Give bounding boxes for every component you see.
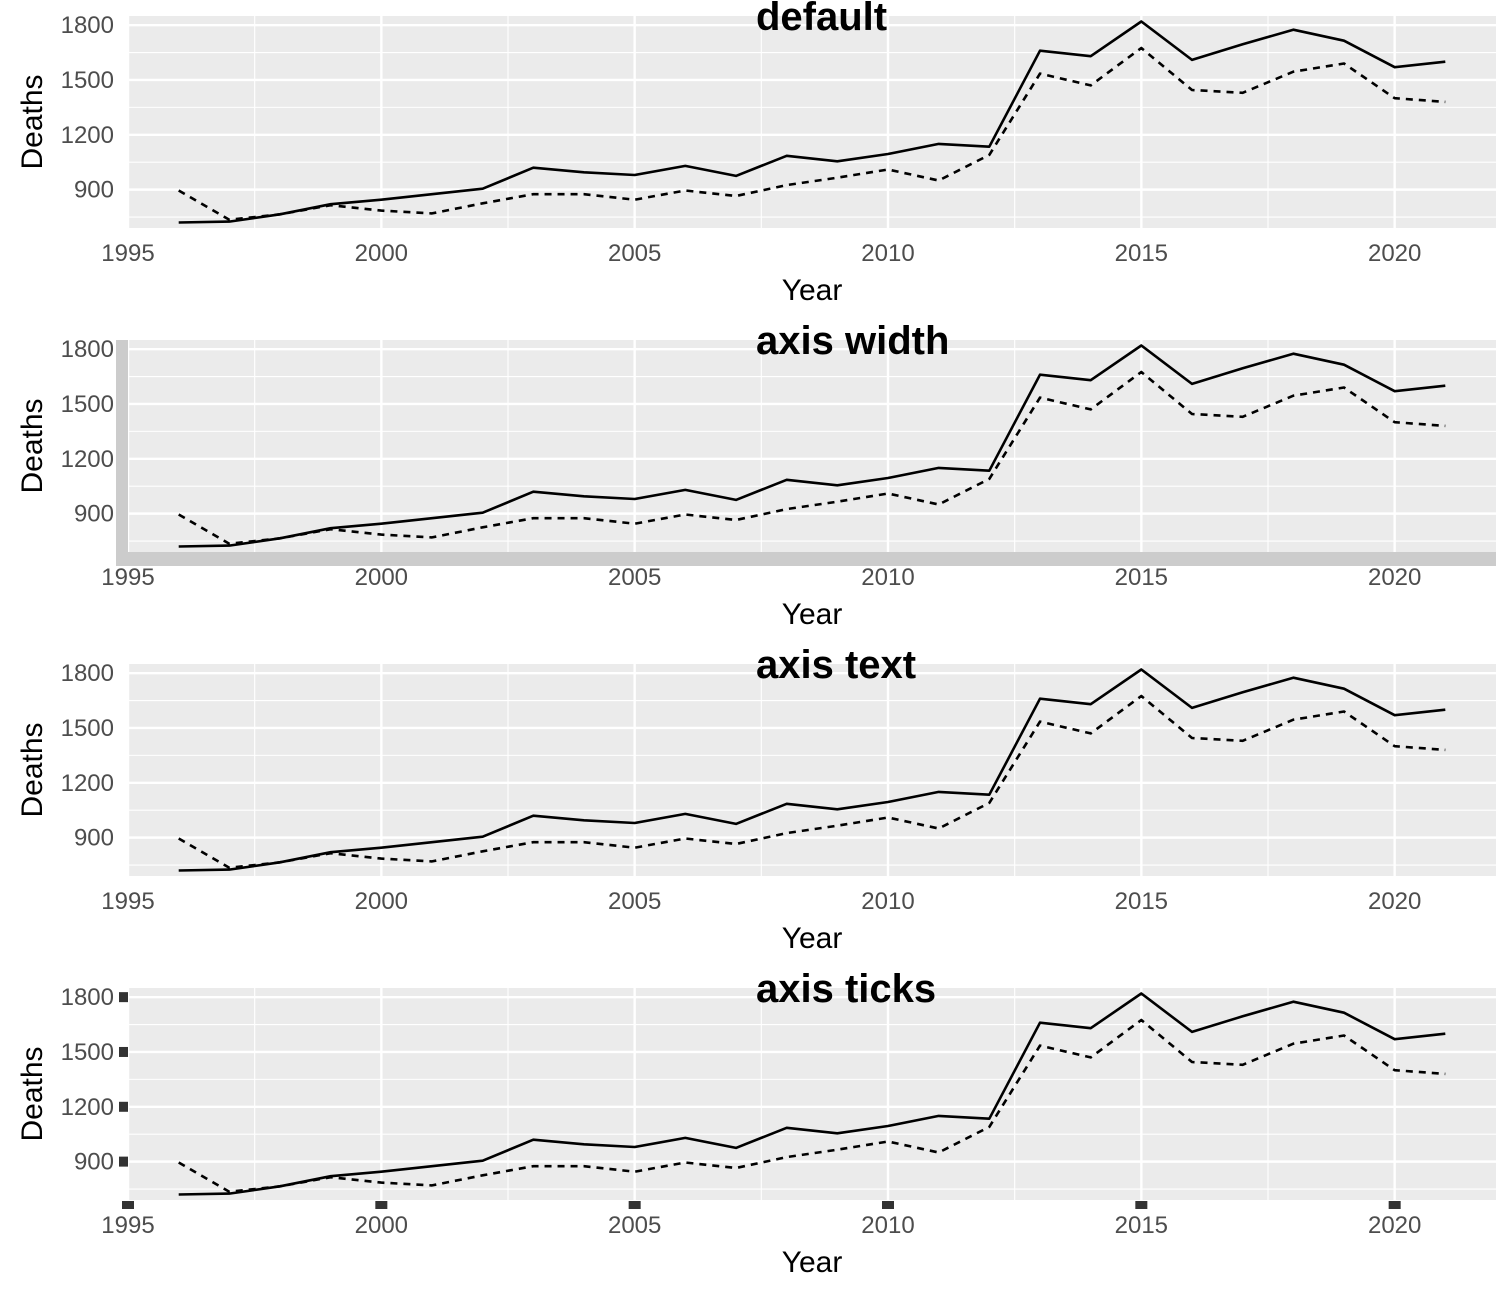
y-tick-label: 1200 bbox=[61, 1094, 114, 1121]
series-line-solid bbox=[178, 668, 1446, 872]
x-tick-label: 1995 bbox=[101, 1212, 154, 1239]
x-tick-label: 1995 bbox=[101, 888, 154, 915]
x-tick-label: 2020 bbox=[1368, 564, 1421, 591]
x-tick-mark bbox=[122, 1201, 134, 1209]
x-tick-label: 2015 bbox=[1115, 564, 1168, 591]
y-tick-label: 900 bbox=[74, 501, 114, 528]
y-tick-label: 900 bbox=[74, 177, 114, 204]
y-tick-label: 1800 bbox=[61, 336, 114, 363]
x-tick-label: 2005 bbox=[608, 240, 661, 267]
x-tick-label: 2010 bbox=[861, 564, 914, 591]
series-line-solid bbox=[178, 344, 1446, 548]
x-tick-label: 2000 bbox=[355, 888, 408, 915]
x-tick-label: 2005 bbox=[608, 888, 661, 915]
y-axis-title: Deaths bbox=[16, 74, 49, 169]
y-tick-mark bbox=[119, 1156, 128, 1167]
x-tick-label: 2000 bbox=[355, 564, 408, 591]
x-tick-label: 2015 bbox=[1115, 240, 1168, 267]
panel-title: axis text bbox=[756, 643, 916, 687]
x-tick-mark bbox=[375, 1201, 388, 1209]
series-line-solid bbox=[178, 992, 1446, 1196]
x-tick-label: 2000 bbox=[355, 240, 408, 267]
x-tick-label: 2005 bbox=[608, 1212, 661, 1239]
plot-background bbox=[128, 664, 1496, 876]
y-tick-label: 1500 bbox=[61, 391, 114, 418]
y-axis-line bbox=[116, 340, 128, 566]
y-tick-label: 1500 bbox=[61, 715, 114, 742]
x-tick-label: 2010 bbox=[861, 240, 914, 267]
series-line-solid bbox=[178, 20, 1446, 224]
y-tick-label: 1800 bbox=[61, 984, 114, 1011]
y-tick-label: 1800 bbox=[61, 660, 114, 687]
x-tick-label: 2020 bbox=[1368, 1212, 1421, 1239]
x-tick-label: 2000 bbox=[355, 1212, 408, 1239]
chart-panel-4: 900 1200 1500 1800 1995 2000 2005 2010 2015 2020 Y… bbox=[16, 967, 1496, 1279]
plot-background bbox=[128, 16, 1496, 228]
x-axis-line bbox=[116, 552, 1496, 566]
y-tick-mark bbox=[119, 992, 128, 1003]
x-axis-title: Year bbox=[782, 1246, 843, 1279]
y-axis-title: Deaths bbox=[16, 1046, 49, 1141]
x-tick-label: 2020 bbox=[1368, 240, 1421, 267]
panel-title: axis width bbox=[756, 319, 949, 363]
y-tick-mark bbox=[119, 1046, 128, 1057]
x-tick-label: 2020 bbox=[1368, 888, 1421, 915]
panel-title: default bbox=[756, 0, 887, 39]
chart-panel-1: 900 1200 1500 1800 1995 2000 2005 2010 2015 2020 Y… bbox=[16, 0, 1496, 307]
y-tick-label: 900 bbox=[74, 1149, 114, 1176]
plot-background bbox=[128, 340, 1496, 552]
y-tick-mark bbox=[119, 1101, 128, 1112]
x-tick-label: 1995 bbox=[101, 240, 154, 267]
x-tick-label: 2010 bbox=[861, 888, 914, 915]
x-tick-label: 2010 bbox=[861, 1212, 914, 1239]
x-tick-label: 2015 bbox=[1115, 1212, 1168, 1239]
chart-panel-3: 900 1200 1500 1800 1995 2000 2005 2010 2015 2020 Y… bbox=[16, 643, 1496, 955]
x-tick-label: 1995 bbox=[101, 564, 154, 591]
y-tick-label: 1500 bbox=[61, 67, 114, 94]
y-tick-label: 1200 bbox=[61, 446, 114, 473]
y-tick-label: 900 bbox=[74, 825, 114, 852]
y-axis-title: Deaths bbox=[16, 398, 49, 493]
x-tick-label: 2005 bbox=[608, 564, 661, 591]
y-axis-title: Deaths bbox=[16, 722, 49, 817]
x-axis-title: Year bbox=[782, 922, 843, 955]
y-tick-label: 1200 bbox=[61, 122, 114, 149]
x-tick-label: 2015 bbox=[1115, 888, 1168, 915]
x-axis-title: Year bbox=[782, 274, 843, 307]
y-tick-label: 1500 bbox=[61, 1039, 114, 1066]
x-tick-mark bbox=[1135, 1201, 1148, 1209]
chart-panel-2: 900 1200 1500 1800 1995 2000 2005 2010 2015 2020 Y… bbox=[16, 319, 1496, 631]
y-tick-label: 1800 bbox=[61, 12, 114, 39]
y-tick-label: 1200 bbox=[61, 770, 114, 797]
x-axis-title: Year bbox=[782, 598, 843, 631]
plot-background bbox=[128, 988, 1496, 1200]
panel-title: axis ticks bbox=[756, 967, 936, 1011]
x-tick-mark bbox=[628, 1201, 641, 1209]
x-tick-mark bbox=[1388, 1201, 1401, 1209]
x-tick-mark bbox=[882, 1201, 894, 1209]
